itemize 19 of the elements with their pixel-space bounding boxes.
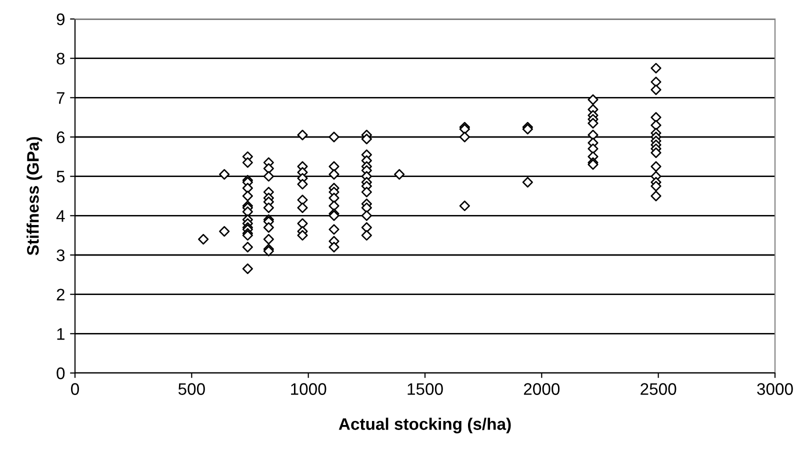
y-tick-label: 1 xyxy=(57,328,64,340)
y-axis-title: Stiffness (GPa) xyxy=(26,137,42,256)
y-tick-label: 7 xyxy=(56,92,64,104)
x-tick-label: 2500 xyxy=(640,383,676,395)
y-tick-label: 3 xyxy=(56,249,65,262)
y-tick-label: 2 xyxy=(56,288,64,300)
y-tick-label: 5 xyxy=(56,170,65,183)
x-tick-label: 1500 xyxy=(408,383,443,395)
x-axis-title: Actual stocking (s/ha) xyxy=(338,418,511,434)
x-tick-label: 2000 xyxy=(524,383,560,395)
x-tick-label: 500 xyxy=(178,383,205,395)
y-tick-label: 0 xyxy=(56,367,65,380)
x-tick-label: 0 xyxy=(71,383,79,395)
x-tick-label: 3000 xyxy=(757,383,793,395)
y-tick-label: 9 xyxy=(56,13,64,26)
y-tick-label: 6 xyxy=(56,131,65,144)
y-tick-label: 4 xyxy=(56,210,65,222)
x-tick-label: 1000 xyxy=(291,383,326,395)
y-tick-label: 8 xyxy=(56,52,65,65)
